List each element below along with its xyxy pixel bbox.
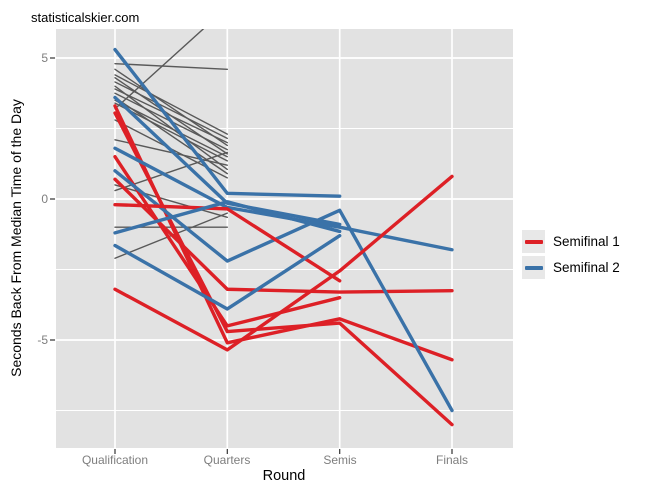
series-line-sf1-5 — [113, 202, 342, 283]
semifinal-1-line-swatch — [524, 239, 543, 244]
legend-entry-semifinal-1: Semifinal 1 — [522, 230, 620, 253]
legend: Semifinal 1 Semifinal 2 — [522, 230, 620, 279]
series-line-sf1-2 — [113, 111, 454, 427]
x-tick-label-qualification: Qualification — [81, 453, 149, 467]
series-line-eliminated-7 — [114, 88, 229, 144]
series-line-eliminated-3 — [114, 74, 229, 135]
series-line-eliminated-2 — [114, 68, 229, 147]
plot-panel — [56, 29, 513, 448]
legend-label-semifinal-2: Semifinal 2 — [553, 260, 620, 275]
series-group — [113, 29, 454, 427]
x-tick-label-finals: Finals — [435, 453, 469, 467]
series-line-eliminated-15 — [114, 184, 229, 219]
series-line-eliminated-11 — [114, 102, 229, 162]
series-line-eliminated-12 — [114, 29, 205, 110]
series-line-sf1-6 — [113, 174, 454, 352]
y-tick-label-0: 0 — [41, 192, 48, 206]
semifinal-2-line-swatch — [524, 265, 543, 270]
legend-key-semifinal-1 — [522, 230, 545, 253]
series-line-sf2-5 — [113, 200, 342, 235]
x-axis-title: Round — [262, 468, 306, 484]
series-line-sf1-3 — [113, 154, 342, 328]
y-tick-label-neg5: -5 — [37, 333, 48, 347]
series-line-sf2-1 — [113, 47, 342, 198]
series-line-eliminated-10 — [114, 99, 229, 158]
y-tick-label-5: 5 — [41, 51, 48, 65]
legend-label-semifinal-1: Semifinal 1 — [553, 234, 620, 249]
watermark: statisticalskier.com — [31, 10, 140, 25]
series-line-sf2-6 — [113, 233, 342, 311]
x-tick-label-quarters: Quarters — [203, 453, 251, 467]
legend-entry-semifinal-2: Semifinal 2 — [522, 256, 620, 279]
x-tick-label-semis: Semis — [323, 453, 357, 467]
legend-key-semifinal-2 — [522, 256, 545, 279]
series-line-eliminated-1 — [114, 62, 229, 70]
series-line-sf1-4 — [113, 177, 454, 294]
